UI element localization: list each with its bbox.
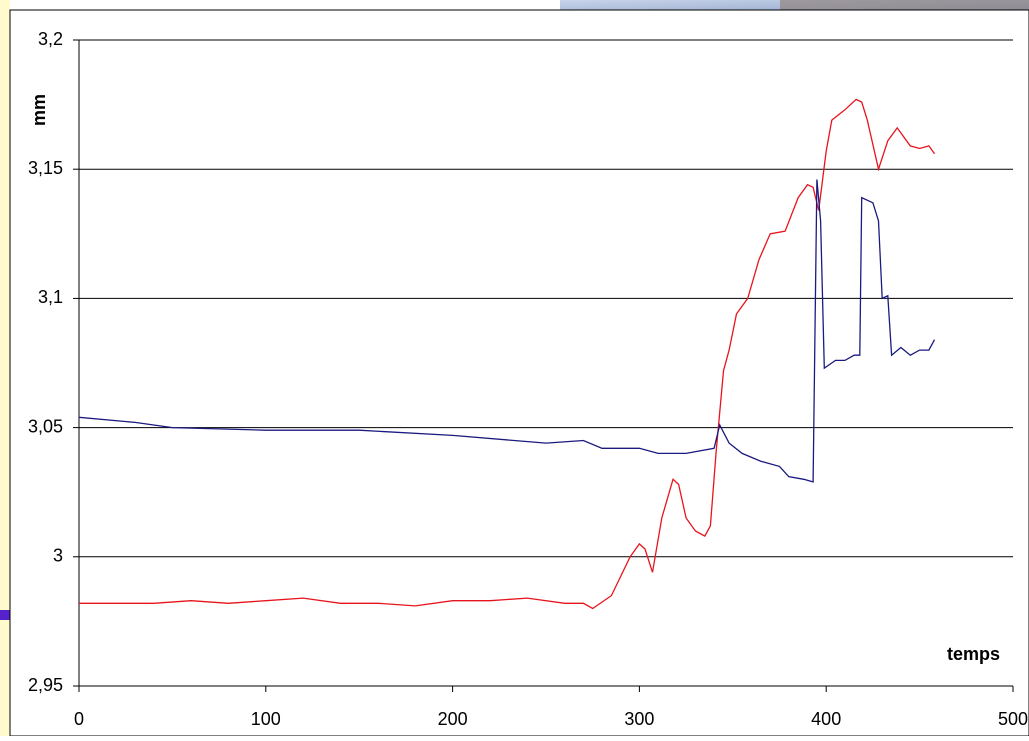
x-tick-label: 300 bbox=[624, 709, 654, 729]
x-axis-label: temps bbox=[947, 644, 1000, 664]
data-line bbox=[78, 179, 936, 483]
chart-area bbox=[9, 9, 1029, 737]
x-tick-label: 100 bbox=[251, 709, 281, 729]
y-tick-label: 3 bbox=[53, 546, 63, 566]
x-tick-label: 400 bbox=[811, 709, 841, 729]
y-tick-label: 2,95 bbox=[28, 675, 63, 695]
y-tick-label: 3,1 bbox=[38, 287, 63, 307]
y-tick-label: 3,2 bbox=[38, 29, 63, 49]
y-tick-label: 3,05 bbox=[28, 416, 63, 436]
y-axis-label: mm bbox=[29, 94, 49, 126]
plot: 2,95 3 3,05 3,1 3,15 3,2 0 100 200 300 400 500 bbox=[28, 29, 1028, 729]
x-tick-label: 500 bbox=[998, 709, 1028, 729]
data-line bbox=[79, 98, 936, 610]
background-decoration bbox=[0, 610, 10, 620]
y-tick-label: 3,15 bbox=[28, 158, 63, 178]
x-tick-label: 200 bbox=[438, 709, 468, 729]
background-decoration bbox=[0, 0, 10, 736]
x-tick-label: 0 bbox=[74, 709, 84, 729]
